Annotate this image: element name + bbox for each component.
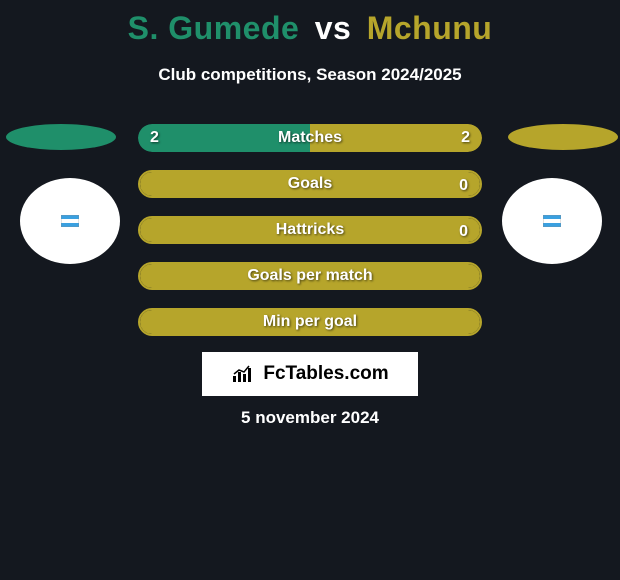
vs-text: vs bbox=[315, 10, 352, 46]
stat-bar-label: Goals per match bbox=[140, 264, 480, 288]
flag-icon bbox=[543, 215, 561, 227]
player2-avatar bbox=[502, 178, 602, 264]
player1-avatar bbox=[20, 178, 120, 264]
player1-color-ellipse bbox=[6, 124, 116, 150]
subtitle: Club competitions, Season 2024/2025 bbox=[0, 65, 620, 85]
stat-bar-value-player1: 2 bbox=[150, 124, 159, 152]
stat-bars: Matches22Goals0Hattricks0Goals per match… bbox=[138, 124, 482, 354]
stat-bar-value-player2: 2 bbox=[461, 124, 470, 152]
stat-bar-label: Hattricks bbox=[140, 218, 480, 242]
stat-bar-value-player2: 0 bbox=[459, 218, 468, 242]
stat-bar: Hattricks0 bbox=[138, 216, 482, 244]
stat-bar-label: Min per goal bbox=[140, 310, 480, 334]
stat-bar: Goals per match bbox=[138, 262, 482, 290]
comparison-title: S. Gumede vs Mchunu bbox=[0, 0, 620, 47]
stat-bar-label: Goals bbox=[140, 172, 480, 196]
brand-box: FcTables.com bbox=[202, 352, 418, 396]
stat-bar-value-player2: 0 bbox=[459, 172, 468, 196]
stat-bar: Min per goal bbox=[138, 308, 482, 336]
player2-color-ellipse bbox=[508, 124, 618, 150]
stat-bar: Goals0 bbox=[138, 170, 482, 198]
player1-name: S. Gumede bbox=[128, 10, 300, 46]
flag-icon bbox=[61, 215, 79, 227]
stat-bar: Matches2 2 bbox=[138, 124, 482, 152]
brand-chart-icon bbox=[231, 364, 255, 384]
stat-bar-label: Matches bbox=[138, 124, 482, 152]
brand-text: FcTables.com bbox=[263, 363, 388, 385]
date-text: 5 november 2024 bbox=[0, 408, 620, 428]
player2-name: Mchunu bbox=[367, 10, 493, 46]
